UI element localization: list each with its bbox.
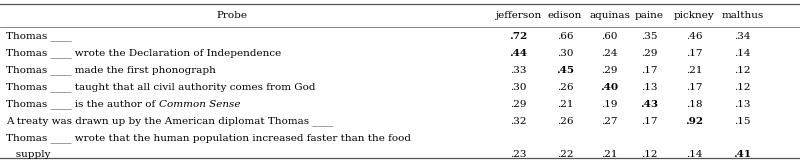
Text: .22: .22 (557, 150, 573, 159)
Text: .30: .30 (510, 83, 526, 92)
Text: Thomas ____ wrote that the human population increased faster than the food: Thomas ____ wrote that the human populat… (6, 134, 411, 143)
Text: .30: .30 (557, 49, 573, 58)
Text: .26: .26 (557, 117, 573, 126)
Text: .17: .17 (642, 66, 658, 75)
Text: A treaty was drawn up by the American diplomat Thomas ____: A treaty was drawn up by the American di… (6, 117, 334, 126)
Text: .26: .26 (557, 83, 573, 92)
Text: .14: .14 (734, 49, 750, 58)
Text: .21: .21 (557, 100, 573, 109)
Text: .17: .17 (686, 83, 702, 92)
Text: edison: edison (548, 11, 582, 20)
Text: Thomas ____ made the first phonograph: Thomas ____ made the first phonograph (6, 66, 216, 75)
Text: .32: .32 (510, 117, 526, 126)
Text: Thomas ____ wrote the Declaration of Independence: Thomas ____ wrote the Declaration of Ind… (6, 49, 282, 58)
Text: .33: .33 (510, 66, 526, 75)
Text: Thomas ____: Thomas ____ (6, 32, 72, 41)
Text: .23: .23 (510, 150, 526, 159)
Text: .21: .21 (686, 66, 702, 75)
Text: .13: .13 (642, 83, 658, 92)
Text: .18: .18 (686, 100, 702, 109)
Text: Thomas ____ is the author of: Thomas ____ is the author of (6, 100, 159, 109)
Text: .17: .17 (642, 117, 658, 126)
Text: .29: .29 (602, 66, 618, 75)
Text: Common Sense: Common Sense (159, 100, 240, 109)
Text: .34: .34 (734, 32, 750, 41)
Text: Thomas ____ taught that all civil authority comes from God: Thomas ____ taught that all civil author… (6, 83, 316, 92)
Text: jefferson: jefferson (495, 11, 542, 20)
Text: .15: .15 (734, 117, 750, 126)
Text: .35: .35 (642, 32, 658, 41)
Text: .40: .40 (601, 83, 618, 92)
Text: .24: .24 (602, 49, 618, 58)
Text: .13: .13 (734, 100, 750, 109)
Text: .60: .60 (602, 32, 618, 41)
Text: .66: .66 (557, 32, 573, 41)
Text: .46: .46 (686, 32, 702, 41)
Text: .43: .43 (641, 100, 658, 109)
Text: .45: .45 (556, 66, 574, 75)
Text: .19: .19 (602, 100, 618, 109)
Text: .72: .72 (510, 32, 527, 41)
Text: .44: .44 (510, 49, 527, 58)
Text: .12: .12 (642, 150, 658, 159)
Text: paine: paine (635, 11, 664, 20)
Text: .41: .41 (734, 150, 751, 159)
Text: .12: .12 (734, 83, 750, 92)
Text: .12: .12 (734, 66, 750, 75)
Text: supply: supply (6, 150, 51, 159)
Text: .21: .21 (602, 150, 618, 159)
Text: aquinas: aquinas (589, 11, 630, 20)
Text: pickney: pickney (674, 11, 714, 20)
Text: .17: .17 (686, 49, 702, 58)
Text: .29: .29 (642, 49, 658, 58)
Text: .27: .27 (602, 117, 618, 126)
Text: .29: .29 (510, 100, 526, 109)
Text: .14: .14 (686, 150, 702, 159)
Text: Probe: Probe (217, 11, 247, 20)
Text: .92: .92 (686, 117, 703, 126)
Text: malthus: malthus (722, 11, 763, 20)
